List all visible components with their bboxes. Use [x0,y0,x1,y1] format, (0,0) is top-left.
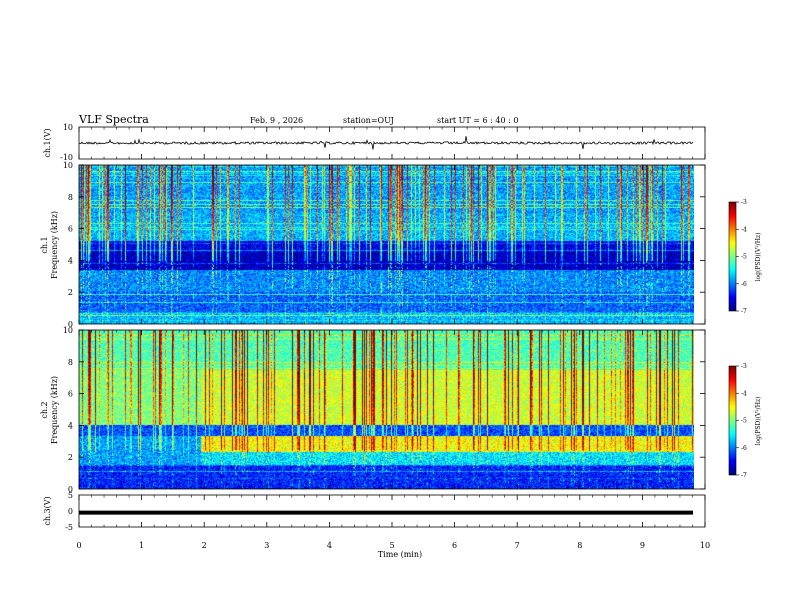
ch2-colorbar [729,366,736,475]
ch1-waveform-trace [78,136,694,150]
colorbar-tick-label: -7 [741,472,747,479]
figure-title: VLF Spectra [78,113,149,126]
freq-tick-label: 6 [68,225,73,234]
colorbar-tick-label: -6 [741,445,747,452]
freq-tick-label: 10 [63,326,73,335]
ch1-spectrogram-image [79,165,694,324]
ch1-ylabel-frequency: Frequency (kHz) [50,211,59,279]
colorbar-tick-label: -3 [741,199,747,206]
x-tick-label: 0 [76,541,81,550]
colorbar-tick-label: -6 [741,281,747,288]
colorbar-tick-label: -3 [741,363,747,370]
colorbar-tick-label: -4 [741,226,747,233]
freq-tick-label: 8 [68,193,73,202]
freq-tick-label: 10 [63,161,73,170]
ch3-ytick-bottom: -5 [65,523,73,532]
start-time-label: start UT = 6 : 40 : 0 [437,116,518,125]
freq-tick-label: 6 [68,390,73,399]
x-tick-label: 6 [452,541,457,550]
freq-tick-label: 4 [68,256,73,265]
ch2-spectrogram-image [79,330,694,489]
ch1-ylabel-channel: ch.1 [40,236,49,253]
x-tick-label: 5 [389,541,394,550]
x-tick-label: 10 [700,541,710,550]
freq-tick-label: 4 [68,421,73,430]
freq-tick-label: 2 [68,288,73,297]
ch1-ytick-bottom: -10 [60,153,73,162]
colorbar-tick-label: -5 [741,254,747,261]
x-tick-label: 9 [640,541,645,550]
ch2-ylabel-frequency: Frequency (kHz) [50,376,59,444]
ch1-waveform-ylabel: ch.1(V) [43,128,52,157]
ch2-colorbar-label: log(PSD)(V²/Hz) [755,397,762,446]
ch3-waveform-ylabel: ch.3(V) [43,496,52,525]
x-tick-label: 7 [515,541,520,550]
ch3-waveform-panel: 5 0 -5 ch.3(V) [43,491,706,532]
x-axis-label: Time (min) [378,550,422,559]
ch2-ylabel-channel: ch.2 [40,401,49,418]
freq-tick-label: 0 [68,485,73,494]
ch3-ytick-top: 5 [68,491,73,500]
date-label: Feb. 9 , 2026 [250,116,303,125]
x-tick-label: 3 [264,541,269,550]
station-label: station=OUJ [343,116,394,125]
x-tick-label: 1 [139,541,144,550]
colorbar-tick-label: -5 [741,418,747,425]
ch1-ytick-top: 10 [63,123,73,132]
ch3-ytick-mid: 0 [68,507,73,516]
x-tick-label: 4 [327,541,332,550]
colorbar-tick-label: -7 [741,308,747,315]
freq-tick-label: 2 [68,453,73,462]
x-tick-label: 8 [577,541,582,550]
freq-tick-label: 8 [68,358,73,367]
colorbar-tick-label: -4 [741,390,747,397]
ch1-waveform-panel: 10 -10 ch.1(V) [43,123,706,162]
ch1-colorbar [729,202,736,311]
ch1-colorbar-label: log(PSD)(V²/Hz) [755,233,762,282]
freq-tick-label: 0 [68,320,73,329]
x-tick-label: 2 [202,541,207,550]
